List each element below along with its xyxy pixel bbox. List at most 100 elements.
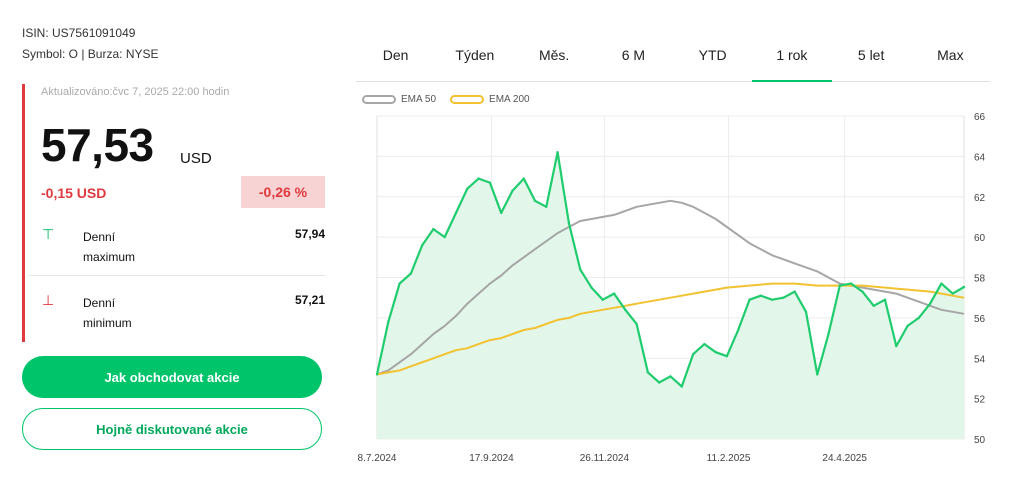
price-point bbox=[421, 244, 424, 247]
price-point bbox=[737, 328, 740, 332]
price-point bbox=[827, 332, 830, 336]
price-point bbox=[590, 286, 593, 289]
price-point bbox=[375, 373, 379, 376]
isin-label: ISIN: US7561091049 bbox=[22, 26, 136, 40]
price-point bbox=[838, 284, 841, 287]
price-point bbox=[895, 344, 898, 348]
price-point bbox=[612, 292, 616, 295]
tab-den[interactable]: Den bbox=[382, 47, 409, 63]
price-point bbox=[522, 177, 525, 180]
price-point bbox=[443, 235, 446, 239]
price-point bbox=[770, 298, 774, 301]
y-tick-label: 60 bbox=[974, 233, 986, 244]
price-point bbox=[714, 351, 717, 354]
price-point bbox=[804, 310, 808, 313]
ema200-line bbox=[376, 282, 965, 376]
price-point bbox=[951, 292, 954, 295]
price-point bbox=[579, 268, 582, 271]
tab-1-rok[interactable]: 1 rok bbox=[752, 38, 832, 82]
current-price: 57,53 bbox=[41, 119, 154, 171]
timeframe-tabs: Den Týden Měs. 6 M YTD 1 rok 5 let Max bbox=[356, 38, 990, 82]
daily-low-value: 57,21 bbox=[294, 293, 325, 307]
price-point bbox=[488, 181, 492, 184]
price-point bbox=[658, 381, 661, 384]
price-point bbox=[793, 290, 796, 293]
price-point bbox=[646, 371, 650, 374]
y-tick-label: 56 bbox=[974, 314, 986, 325]
low-marker-icon: ⊥ bbox=[42, 292, 55, 308]
price-point bbox=[906, 324, 909, 328]
price-point bbox=[691, 353, 695, 356]
x-tick-label: 26.11.2024 bbox=[580, 453, 630, 464]
price-point bbox=[533, 199, 537, 202]
price-point bbox=[861, 290, 864, 293]
price-point bbox=[782, 296, 785, 299]
tab-6m[interactable]: 6 M bbox=[621, 47, 646, 63]
legend-ema50[interactable]: EMA 50 bbox=[362, 94, 436, 105]
price-point bbox=[635, 322, 638, 326]
x-tick-label: 8.7.2024 bbox=[358, 453, 397, 464]
price-point bbox=[556, 151, 559, 154]
daily-high-value: 57,94 bbox=[294, 227, 325, 241]
price-point bbox=[624, 308, 627, 311]
price-point bbox=[387, 320, 390, 324]
y-tick-label: 64 bbox=[974, 152, 986, 163]
price-point bbox=[601, 298, 604, 301]
price-point bbox=[500, 211, 503, 215]
ema200-swatch bbox=[450, 95, 485, 104]
how-to-trade-button[interactable]: Jak obchodovat akcie bbox=[22, 356, 322, 398]
price-point bbox=[928, 302, 932, 305]
ema50-line bbox=[376, 199, 965, 376]
x-tick-label: 24.4.2025 bbox=[822, 453, 867, 464]
price-point bbox=[940, 282, 943, 285]
price-chart: 50 52 54 56 58 60 62 64 66 8.7.2024 17.9.2024 26.11… bbox=[358, 112, 986, 464]
tab-5-let[interactable]: 5 let bbox=[857, 47, 885, 63]
y-tick-label: 52 bbox=[974, 395, 986, 406]
high-marker-icon: ⊤ bbox=[42, 226, 55, 242]
price-point bbox=[748, 298, 751, 301]
quote-panel: ISIN: US7561091049 Symbol: O | Burza: NY… bbox=[0, 0, 340, 491]
price-point bbox=[545, 205, 548, 208]
price-point bbox=[466, 187, 469, 190]
change-percent-badge: -0,26 % bbox=[241, 176, 325, 208]
price-point bbox=[409, 272, 413, 275]
y-tick-label: 54 bbox=[974, 354, 986, 365]
legend-ema200[interactable]: EMA 200 bbox=[450, 94, 530, 105]
change-absolute: -0,15 USD bbox=[41, 185, 107, 201]
price-point bbox=[703, 342, 706, 346]
price-point bbox=[477, 177, 480, 180]
daily-high-label: Denní maximum bbox=[83, 230, 136, 264]
daily-high-row: ⊤ Denní maximum 57,94 bbox=[28, 222, 325, 276]
price-point bbox=[680, 385, 683, 388]
price-point bbox=[917, 316, 920, 320]
price-point bbox=[567, 221, 571, 225]
price-point bbox=[454, 211, 458, 215]
symbol-exchange-label: Symbol: O | Burza: NYSE bbox=[22, 47, 159, 61]
tab-ytd[interactable]: YTD bbox=[698, 47, 727, 63]
currency-label: USD bbox=[180, 150, 212, 167]
ema50-swatch bbox=[362, 95, 396, 104]
price-point bbox=[511, 189, 514, 192]
y-tick-label: 66 bbox=[974, 112, 986, 123]
x-tick-label: 17.9.2024 bbox=[469, 453, 514, 464]
price-point bbox=[398, 282, 401, 285]
price-point bbox=[883, 298, 887, 301]
tab-mes[interactable]: Měs. bbox=[538, 47, 570, 63]
tab-max[interactable]: Max bbox=[937, 47, 964, 63]
price-point bbox=[816, 373, 819, 376]
price-panel: Aktualizováno:čvc 7, 2025 22:00 hodin 57… bbox=[22, 84, 325, 342]
price-point bbox=[432, 227, 435, 231]
price-point bbox=[849, 282, 853, 285]
price-point bbox=[759, 294, 762, 297]
price-point bbox=[725, 355, 729, 358]
y-tick-label: 58 bbox=[974, 274, 986, 285]
daily-low-row: ⊥ Denní minimum 57,21 bbox=[28, 288, 325, 346]
updated-timestamp: Aktualizováno:čvc 7, 2025 22:00 hodin bbox=[41, 86, 230, 98]
chart-legend: EMA 50 EMA 200 bbox=[362, 94, 530, 105]
y-tick-label: 50 bbox=[974, 435, 986, 446]
daily-low-label: Denní minimum bbox=[83, 296, 132, 330]
legend-ema50-label: EMA 50 bbox=[401, 94, 437, 105]
discussed-stocks-button[interactable]: Hojně diskutované akcie bbox=[22, 408, 322, 450]
x-tick-label: 11.2.2025 bbox=[707, 453, 751, 464]
tab-tyden[interactable]: Týden bbox=[455, 47, 495, 63]
